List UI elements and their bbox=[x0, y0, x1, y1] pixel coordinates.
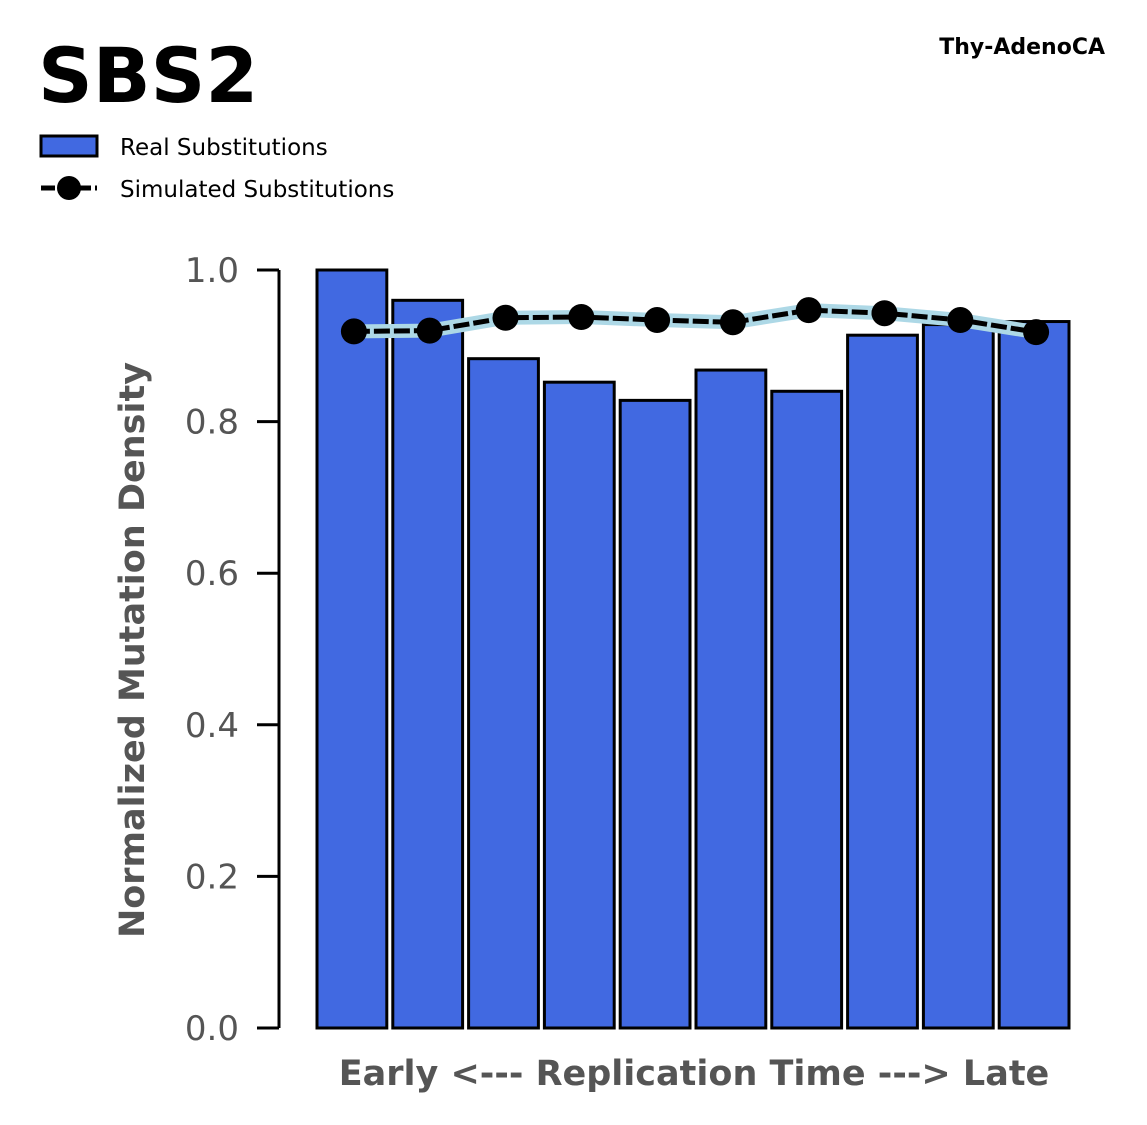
x-axis-label: Early <--- Replication Time ---> Late bbox=[339, 1054, 1050, 1094]
y-tick-label-1.0: 1.0 bbox=[185, 251, 239, 291]
simulated-point-bin-1 bbox=[340, 318, 367, 345]
legend-marker-simulated bbox=[57, 176, 81, 200]
simulated-point-bin-10 bbox=[1023, 319, 1050, 346]
bar-bin-10 bbox=[997, 320, 1071, 1030]
bar-bin-5 bbox=[618, 398, 692, 1030]
simulated-point-bin-5 bbox=[644, 307, 671, 334]
bar-bin-6 bbox=[694, 368, 768, 1030]
y-tick-label-0.4: 0.4 bbox=[185, 706, 239, 746]
simulated-point-bin-2 bbox=[416, 317, 443, 344]
simulated-point-bin-9 bbox=[947, 307, 974, 334]
legend-label-real: Real Substitutions bbox=[120, 135, 328, 161]
simulated-point-bin-3 bbox=[492, 304, 519, 331]
bar-bin-2 bbox=[391, 298, 465, 1030]
bar-bin-3 bbox=[467, 357, 540, 1030]
bar-bin-4 bbox=[542, 380, 616, 1030]
bar-bin-7 bbox=[770, 389, 844, 1030]
y-tick-label-0.2: 0.2 bbox=[185, 857, 239, 897]
simulated-line bbox=[340, 297, 1050, 346]
simulated-point-bin-7 bbox=[795, 297, 822, 324]
chart-subtitle: Thy-AdenoCA bbox=[939, 35, 1105, 60]
bar-bin-8 bbox=[846, 333, 919, 1030]
bar-bin-1 bbox=[315, 268, 389, 1030]
bars bbox=[315, 268, 1071, 1030]
legend: Real Substitutions Simulated Substitutio… bbox=[39, 134, 394, 203]
legend-label-simulated: Simulated Substitutions bbox=[120, 177, 394, 203]
chart-title: SBS2 bbox=[38, 31, 258, 120]
y-axis-label: Normalized Mutation Density bbox=[113, 362, 153, 938]
simulated-point-bin-8 bbox=[871, 300, 898, 327]
y-tick-label-0.8: 0.8 bbox=[185, 403, 239, 443]
y-axis: 0.0 0.2 0.4 0.6 0.8 1.0 bbox=[185, 251, 281, 1049]
y-tick-label-0.6: 0.6 bbox=[185, 554, 239, 594]
simulated-point-bin-6 bbox=[719, 309, 746, 336]
simulated-line-path bbox=[353, 307, 1037, 335]
simulated-point-bin-4 bbox=[568, 303, 595, 330]
y-tick-label-0.0: 0.0 bbox=[185, 1009, 239, 1049]
bar-bin-9 bbox=[921, 323, 995, 1030]
legend-swatch-real bbox=[39, 134, 99, 158]
